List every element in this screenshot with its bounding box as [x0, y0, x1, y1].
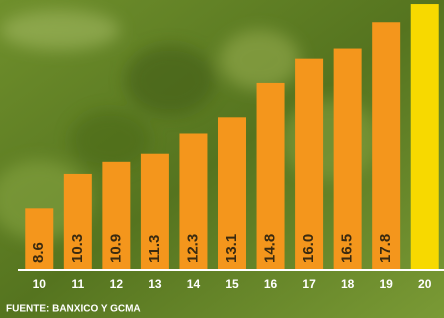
- source: FUENTE: BANXICO Y GCMA: [6, 304, 141, 315]
- value-label: 16.5: [339, 234, 356, 263]
- x-tick-label: 11: [71, 277, 84, 291]
- x-tick-label: 19: [380, 277, 394, 291]
- x-tick-label: 15: [225, 277, 239, 291]
- value-label: 10.9: [107, 234, 124, 263]
- x-tick-label: 12: [110, 277, 124, 291]
- value-label: 11.3: [146, 235, 163, 263]
- bar: [411, 4, 439, 269]
- value-label: 17.8: [377, 234, 394, 263]
- value-label: 16.0: [300, 234, 317, 263]
- x-tick-label: 18: [341, 277, 355, 291]
- value-label: 13.1: [223, 234, 240, 263]
- x-tick-label: 10: [33, 277, 47, 291]
- chart: FUENTE: BANXICO Y GCMA 10 8.6 11 10.3 12 10.9…: [0, 0, 444, 318]
- value-label: 10.3: [69, 234, 86, 263]
- bar: [372, 22, 400, 269]
- value-label: 12.3: [184, 234, 201, 263]
- value-label: 14.8: [262, 234, 279, 263]
- value-label: 8.6: [30, 242, 47, 263]
- x-tick-label: 13: [148, 277, 162, 291]
- x-tick-label: 17: [302, 277, 316, 291]
- x-tick-label: 20: [418, 277, 432, 291]
- x-tick-label: 14: [187, 277, 201, 291]
- x-tick-label: 16: [264, 277, 278, 291]
